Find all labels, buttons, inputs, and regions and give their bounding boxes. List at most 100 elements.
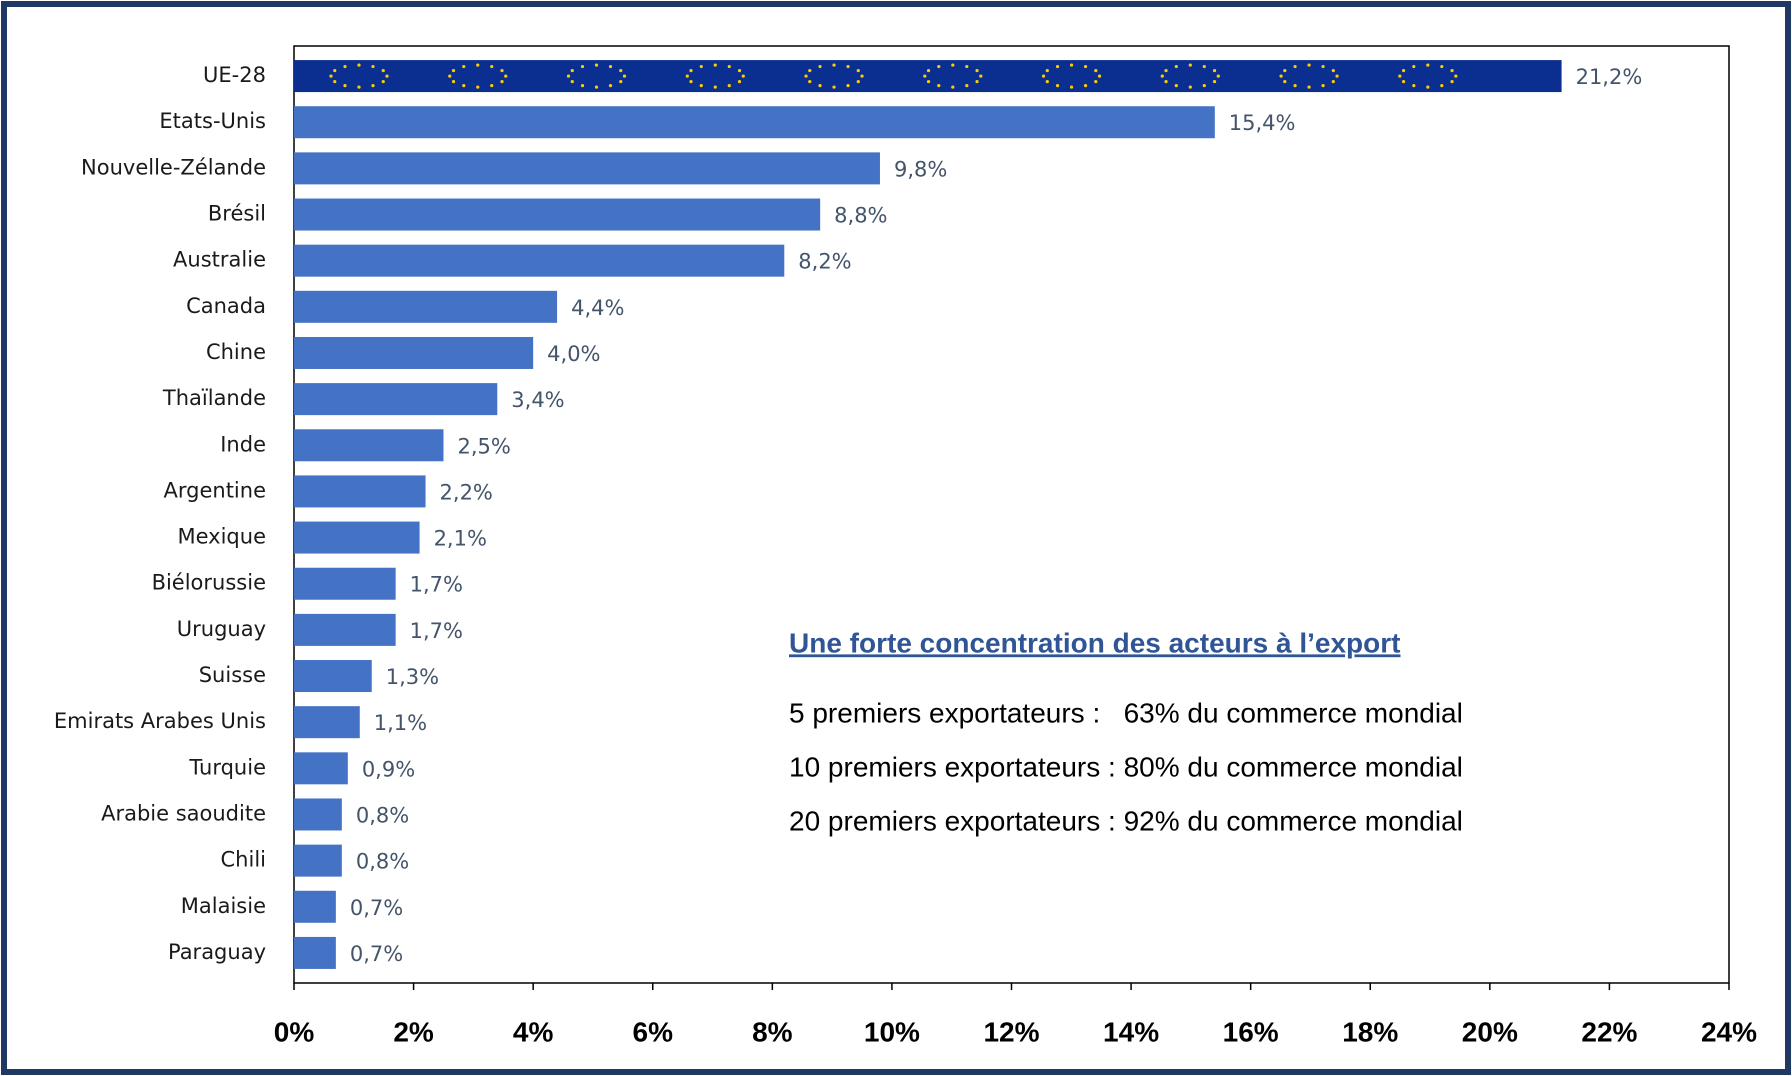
star xyxy=(846,64,850,69)
y-tick-label: Biélorussie xyxy=(152,571,266,595)
value-label: 9,8% xyxy=(894,157,947,181)
x-tick-label: 2% xyxy=(393,1016,434,1047)
star xyxy=(1083,84,1088,88)
bar xyxy=(294,475,426,508)
value-label: 0,7% xyxy=(350,896,403,920)
bar xyxy=(294,106,1215,139)
star xyxy=(979,74,983,78)
y-tick-label: UE-28 xyxy=(203,63,266,87)
value-label: 8,2% xyxy=(798,250,851,274)
bar xyxy=(294,660,372,693)
star xyxy=(1331,79,1335,84)
x-tick-label: 16% xyxy=(1223,1016,1279,1047)
star xyxy=(1188,85,1192,89)
star xyxy=(333,79,337,84)
star xyxy=(490,64,494,69)
x-tick-label: 18% xyxy=(1342,1016,1398,1047)
star xyxy=(476,63,480,67)
bar xyxy=(294,844,342,877)
bar xyxy=(294,706,360,739)
star xyxy=(1164,68,1168,73)
y-tick-label: Paraguay xyxy=(168,940,266,964)
star xyxy=(832,63,836,67)
star xyxy=(1398,74,1402,78)
bar xyxy=(294,936,336,969)
value-label: 0,8% xyxy=(356,850,409,874)
value-label: 1,1% xyxy=(374,711,427,735)
value-label: 2,5% xyxy=(457,434,510,458)
star xyxy=(462,84,466,88)
star xyxy=(1188,63,1192,67)
star xyxy=(1164,79,1168,84)
star xyxy=(856,68,860,73)
star xyxy=(975,68,979,73)
x-tick-label: 12% xyxy=(983,1016,1039,1047)
star xyxy=(926,79,931,84)
y-tick-label: Etats-Unis xyxy=(159,109,266,133)
star xyxy=(856,79,860,84)
star xyxy=(1216,74,1220,78)
y-tick-label: Canada xyxy=(186,294,266,318)
star xyxy=(808,79,812,84)
y-tick-label: Thaïlande xyxy=(162,386,266,410)
x-tick-label: 8% xyxy=(752,1016,793,1047)
bar xyxy=(294,567,396,600)
star xyxy=(451,68,456,73)
star xyxy=(1412,84,1416,88)
star xyxy=(1212,79,1217,84)
bar xyxy=(294,198,821,231)
star xyxy=(727,64,731,69)
star xyxy=(832,85,836,89)
y-tick-label: Nouvelle-Zélande xyxy=(81,155,266,179)
star xyxy=(570,79,574,84)
star xyxy=(1045,79,1049,84)
star xyxy=(1412,64,1416,69)
star xyxy=(580,84,585,88)
star xyxy=(1045,68,1049,73)
star xyxy=(1440,84,1444,88)
star xyxy=(608,64,613,69)
annotation-line: 20 premiers exportateurs : 92% du commer… xyxy=(789,805,1463,836)
bar xyxy=(294,152,880,185)
star xyxy=(737,68,742,73)
star xyxy=(975,79,979,84)
bar xyxy=(294,752,348,785)
y-tick-label: Arabie saoudite xyxy=(101,801,266,825)
star xyxy=(1202,64,1206,69)
annotation-line: 10 premiers exportateurs : 80% du commer… xyxy=(789,751,1463,782)
value-label: 0,9% xyxy=(362,757,415,781)
star xyxy=(329,74,333,78)
star xyxy=(1335,74,1339,78)
bar xyxy=(294,890,336,923)
star xyxy=(1097,74,1102,78)
x-tick-label: 6% xyxy=(633,1016,674,1047)
value-label: 4,0% xyxy=(547,342,600,366)
star xyxy=(860,74,864,78)
star xyxy=(357,63,361,67)
star xyxy=(1307,63,1311,67)
star xyxy=(371,84,375,88)
star xyxy=(1426,85,1430,89)
star xyxy=(965,84,969,88)
value-label: 21,2% xyxy=(1576,65,1643,89)
x-tick-label: 14% xyxy=(1103,1016,1159,1047)
y-tick-label: Suisse xyxy=(199,663,266,687)
star xyxy=(385,74,389,78)
value-label: 1,7% xyxy=(410,619,463,643)
star xyxy=(1401,79,1406,84)
value-label: 1,7% xyxy=(410,573,463,597)
bar xyxy=(294,613,396,646)
star xyxy=(381,68,385,73)
star xyxy=(1283,79,1287,84)
star xyxy=(818,64,822,69)
star xyxy=(926,68,931,73)
x-tick-label: 0% xyxy=(274,1016,315,1047)
star xyxy=(1426,63,1430,67)
star xyxy=(622,74,627,78)
star xyxy=(1174,84,1178,88)
star xyxy=(937,64,941,69)
star xyxy=(1055,84,1060,88)
x-tick-label: 24% xyxy=(1701,1016,1757,1047)
star xyxy=(951,85,955,89)
star xyxy=(846,84,850,88)
